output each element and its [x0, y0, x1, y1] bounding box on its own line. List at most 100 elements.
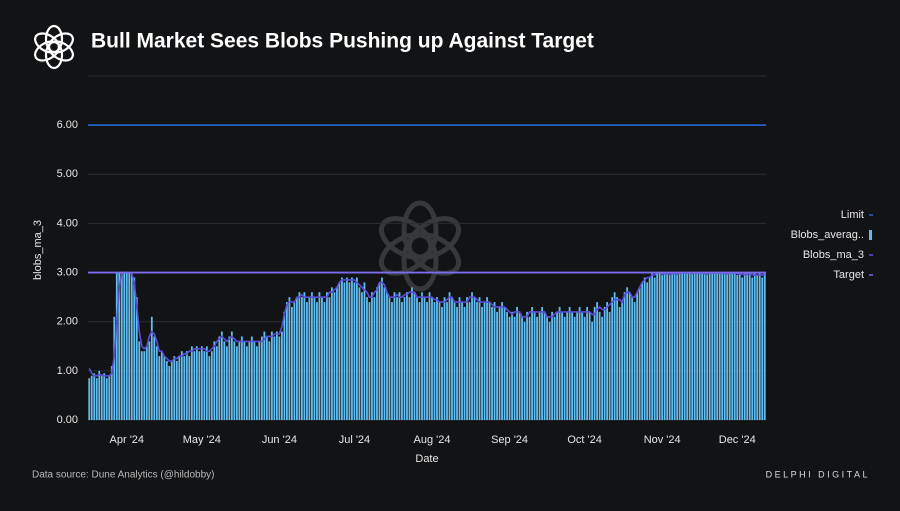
bar: [713, 272, 716, 420]
bar: [105, 378, 108, 420]
bar: [636, 292, 639, 420]
bar: [586, 306, 589, 420]
bar: [493, 302, 496, 420]
bar: [218, 336, 221, 420]
x-tick-label: Apr '24: [110, 434, 145, 446]
bar: [123, 272, 126, 420]
bar: [701, 273, 704, 420]
bar: [180, 351, 183, 420]
bar: [160, 351, 163, 420]
bar: [598, 311, 601, 420]
bar: [115, 272, 118, 420]
bar: [353, 282, 356, 420]
bar: [110, 365, 113, 420]
bar: [716, 273, 719, 420]
legend-label: Limit: [841, 209, 864, 221]
bar: [571, 311, 574, 420]
bar: [220, 331, 223, 420]
bar: [536, 316, 538, 420]
bar: [521, 316, 523, 420]
bar: [561, 311, 564, 420]
bar: [155, 346, 158, 420]
bar: [676, 274, 679, 420]
bar: [683, 272, 686, 420]
bar: [591, 321, 594, 420]
bar: [238, 341, 241, 420]
y-tick-label: 3.00: [57, 266, 78, 278]
bar: [653, 277, 656, 420]
bar: [668, 275, 671, 420]
bar: [666, 273, 669, 420]
bar: [556, 311, 558, 420]
x-tick-label: Jul '24: [339, 434, 370, 446]
bar: [140, 351, 143, 420]
bar: [593, 306, 596, 420]
bar: [543, 311, 546, 420]
bar: [453, 302, 456, 420]
bar: [230, 331, 233, 420]
bar: [190, 346, 193, 420]
bar: [516, 306, 518, 420]
bar: [661, 275, 664, 420]
x-tick-label: Sep '24: [491, 434, 528, 446]
bar: [511, 311, 513, 420]
bar: [581, 311, 584, 420]
bar: [601, 316, 604, 420]
bar: [323, 302, 326, 420]
bar: [311, 292, 313, 420]
y-tick-label: 1.00: [57, 365, 78, 377]
x-tick-label: Aug '24: [414, 434, 451, 446]
bar: [168, 365, 171, 420]
bar: [88, 378, 91, 420]
bar: [718, 272, 721, 420]
bar: [245, 346, 248, 420]
bar: [343, 282, 346, 420]
bar: [303, 292, 306, 420]
bar: [103, 373, 106, 420]
bar: [546, 316, 548, 420]
bar: [308, 297, 311, 420]
bar: [346, 277, 348, 420]
bar: [613, 292, 616, 420]
bar: [761, 277, 764, 420]
bar: [273, 336, 276, 420]
bar: [433, 302, 436, 420]
bar: [468, 302, 471, 420]
bar: [551, 311, 553, 420]
bar: [486, 297, 488, 420]
bar: [658, 272, 661, 420]
bar: [626, 287, 629, 420]
bar: [193, 351, 196, 420]
bar: [476, 302, 478, 420]
bar: [290, 306, 293, 420]
bar: [623, 292, 626, 420]
bar: [235, 346, 238, 420]
bar: [296, 297, 298, 420]
bar: [210, 351, 213, 420]
bar: [215, 346, 218, 420]
bar: [293, 302, 296, 420]
bar: [566, 311, 569, 420]
bar: [531, 306, 533, 420]
x-tick-label: Nov '24: [644, 434, 681, 446]
bar: [326, 292, 328, 420]
bar: [341, 277, 343, 420]
bar: [98, 370, 101, 420]
bar: [361, 292, 363, 420]
bar: [90, 375, 93, 420]
bar: [275, 331, 278, 420]
bar: [185, 351, 188, 420]
bar: [481, 306, 483, 420]
bar: [183, 356, 186, 420]
bar: [283, 311, 286, 420]
bar: [403, 297, 406, 420]
bar: [406, 292, 408, 420]
x-tick-label: May '24: [183, 434, 221, 446]
bar: [533, 311, 536, 420]
bar: [113, 316, 116, 420]
bar: [448, 292, 451, 420]
bar: [616, 297, 619, 420]
bar: [288, 297, 291, 420]
bar: [393, 292, 396, 420]
